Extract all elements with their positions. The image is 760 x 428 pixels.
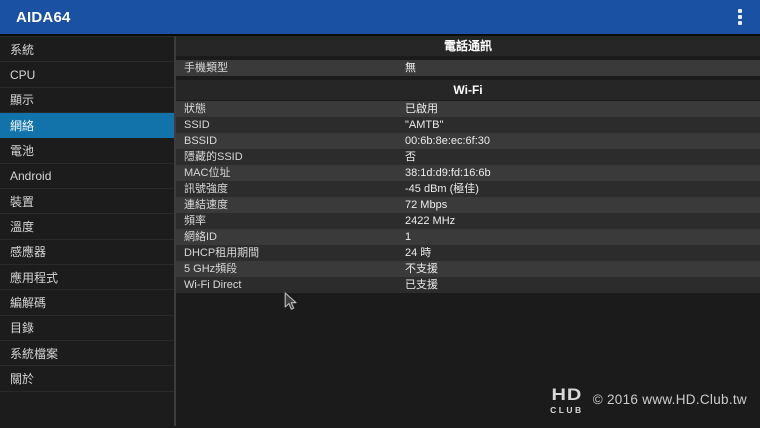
sidebar-item-system[interactable]: 系統 (0, 37, 174, 63)
info-row-value: -45 dBm (極佳) (405, 183, 479, 195)
watermark-text: © 2016 www.HD.Club.tw (592, 391, 747, 407)
info-row-wifi-9: DHCP租用期間 24 時 (176, 245, 760, 261)
section-header-wifi: Wi-Fi (176, 80, 760, 100)
info-row-wifi-2: BSSID 00:6b:8e:ec:6f:30 (176, 133, 760, 149)
info-row-wifi-0: 狀態 已啟用 (176, 101, 760, 117)
info-row-label: 網絡ID (184, 231, 217, 243)
info-row-wifi-8: 網絡ID 1 (176, 229, 760, 245)
info-row-value: 無 (405, 62, 416, 74)
sidebar-item-system-files[interactable]: 系統檔案 (0, 341, 174, 367)
sidebar-item-network[interactable]: 網絡 (0, 113, 174, 139)
info-row-wifi-3: 隱藏的SSID 否 (176, 149, 760, 165)
info-row-label: 隱藏的SSID (184, 151, 243, 163)
info-row-wifi-5: 訊號強度 -45 dBm (極佳) (176, 181, 760, 197)
sidebar-item-directories[interactable]: 目錄 (0, 316, 174, 342)
sidebar-item-codecs[interactable]: 編解碼 (0, 290, 174, 316)
sidebar-item-display[interactable]: 顯示 (0, 88, 174, 114)
info-row-value: 已支援 (405, 279, 438, 291)
sidebar-item-about[interactable]: 關於 (0, 366, 174, 392)
info-row-telephony-0: 手機類型 無 (176, 60, 760, 76)
info-row-wifi-7: 頻率 2422 MHz (176, 213, 760, 229)
info-row-label: BSSID (184, 135, 218, 147)
info-row-wifi-11: Wi-Fi Direct 已支援 (176, 277, 760, 293)
app-bar: AIDA64 (0, 0, 760, 36)
info-row-value: 24 時 (405, 247, 432, 259)
info-row-label: 狀態 (184, 103, 206, 115)
sidebar-item-android[interactable]: Android (0, 164, 174, 190)
info-row-label: MAC位址 (184, 167, 231, 179)
hd-logo-text: HD (551, 385, 583, 404)
info-row-wifi-10: 5 GHz頻段 不支援 (176, 261, 760, 277)
info-row-label: SSID (184, 119, 210, 131)
watermark: HD CLUB © 2016 www.HD.Club.tw (550, 385, 747, 415)
kebab-dot (738, 9, 742, 13)
info-row-value: 72 Mbps (405, 199, 448, 211)
info-row-wifi-6: 連結速度 72 Mbps (176, 197, 760, 213)
sidebar-item-devices[interactable]: 裝置 (0, 189, 174, 215)
sidebar-item-sensors[interactable]: 感應器 (0, 240, 174, 266)
sidebar-item-temperature[interactable]: 溫度 (0, 214, 174, 240)
info-row-value: 1 (405, 231, 412, 243)
info-row-value: 00:6b:8e:ec:6f:30 (405, 135, 491, 147)
kebab-dot (738, 15, 742, 19)
info-row-wifi-1: SSID "AMTB" (176, 117, 760, 133)
sidebar-item-cpu[interactable]: CPU (0, 62, 174, 88)
info-row-label: 5 GHz頻段 (184, 263, 238, 275)
sidebar-item-apps[interactable]: 應用程式 (0, 265, 174, 291)
section-header-telephony: 電話通訊 (176, 36, 760, 56)
content-panel: 電話通訊手機類型 無 Wi-Fi 狀態 已啟用 SSID "AMTB" BSSID 00:6b:… (176, 36, 760, 426)
info-row-label: DHCP租用期間 (184, 247, 260, 259)
app-title: AIDA64 (16, 8, 71, 26)
sidebar-item-battery[interactable]: 電池 (0, 138, 174, 164)
info-row-label: 訊號強度 (184, 183, 228, 195)
info-row-value: 不支援 (405, 263, 438, 275)
info-row-value: 38:1d:d9:fd:16:6b (405, 167, 491, 179)
hd-club-logo: HD CLUB (550, 385, 584, 415)
kebab-dot (738, 21, 742, 25)
info-row-label: Wi-Fi Direct (184, 279, 242, 291)
info-row-label: 手機類型 (184, 62, 228, 74)
club-logo-text: CLUB (550, 404, 584, 415)
main-area: 系統 CPU 顯示 網絡 電池 Android 裝置 溫度 感應器 應用程式 編解碼 目錄 系統檔案 關於… (0, 36, 760, 426)
info-row-value: 否 (405, 151, 416, 163)
info-row-value: 已啟用 (405, 103, 438, 115)
info-row-value: 2422 MHz (405, 215, 456, 227)
info-row-label: 連結速度 (184, 199, 228, 211)
overflow-menu-icon[interactable] (734, 5, 746, 29)
info-row-label: 頻率 (184, 215, 206, 227)
info-row-value: "AMTB" (405, 119, 444, 131)
sidebar-nav: 系統 CPU 顯示 網絡 電池 Android 裝置 溫度 感應器 應用程式 編解碼 目錄 系統檔案 關於 (0, 36, 176, 426)
info-row-wifi-4: MAC位址 38:1d:d9:fd:16:6b (176, 165, 760, 181)
